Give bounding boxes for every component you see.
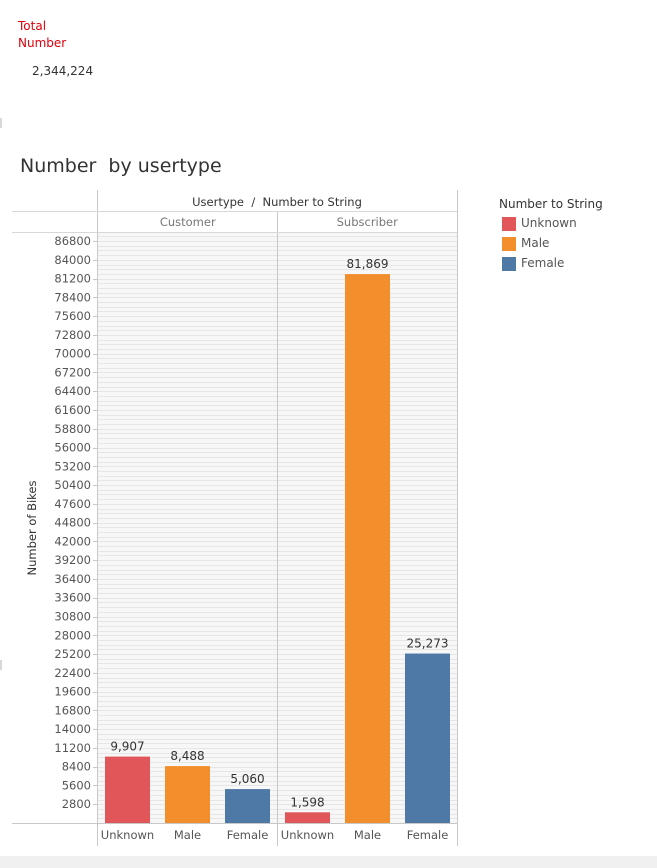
- y-tick-label: 11200: [54, 741, 91, 755]
- bar-subscriber-male: [345, 274, 390, 823]
- y-tick-label: 8400: [62, 760, 91, 774]
- bar-label-subscriber-unknown: 1,598: [290, 795, 324, 809]
- bottom-strip: [0, 856, 657, 868]
- y-tick-label: 39200: [54, 553, 91, 567]
- y-tick-label: 81200: [54, 272, 91, 286]
- kpi-label: Total Number: [18, 19, 67, 50]
- column-header: Usertype / Number to String: [192, 195, 362, 209]
- y-tick-label: 2800: [62, 797, 91, 811]
- y-tick-label: 56000: [54, 441, 91, 455]
- y-tick-label: 28000: [54, 628, 91, 642]
- legend-title: Number to String: [499, 197, 603, 211]
- group-header-subscriber: Subscriber: [337, 215, 399, 229]
- bar-customer-male: [165, 766, 210, 823]
- y-tick-label: 64400: [54, 384, 91, 398]
- x-tick-label: Male: [354, 828, 381, 842]
- kpi-value: 2,344,224: [32, 64, 94, 78]
- y-tick-label: 70000: [54, 347, 91, 361]
- y-tick-label: 14000: [54, 722, 91, 736]
- y-tick-label: 5600: [62, 778, 91, 792]
- bar-label-subscriber-female: 25,273: [407, 637, 449, 651]
- bar-subscriber-female: [405, 653, 450, 823]
- y-tick-label: 50400: [54, 478, 91, 492]
- legend-swatch-unknown: [502, 217, 516, 231]
- y-tick-label: 42000: [54, 534, 91, 548]
- y-tick-label: 86800: [54, 234, 91, 248]
- x-tick-label: Female: [407, 828, 449, 842]
- bar-customer-unknown: [105, 756, 150, 823]
- legend-label-unknown: Unknown: [521, 216, 577, 230]
- y-tick-label: 30800: [54, 610, 91, 624]
- y-tick-label: 22400: [54, 666, 91, 680]
- x-tick-label: Female: [227, 828, 269, 842]
- y-tick-label: 67200: [54, 365, 91, 379]
- y-tick-label: 72800: [54, 328, 91, 342]
- y-axis-label: Number of Bikes: [25, 480, 39, 575]
- y-tick-label: 36400: [54, 572, 91, 586]
- bar-label-subscriber-male: 81,869: [347, 257, 389, 271]
- y-tick-label: 25200: [54, 647, 91, 661]
- y-tick-label: 58800: [54, 422, 91, 436]
- bar-label-customer-male: 8,488: [170, 749, 204, 763]
- x-tick-label: Unknown: [101, 828, 154, 842]
- y-tick-label: 44800: [54, 516, 91, 530]
- x-tick-label: Unknown: [281, 828, 334, 842]
- y-tick-label: 53200: [54, 459, 91, 473]
- y-tick-label: 19600: [54, 685, 91, 699]
- bar-customer-female: [225, 789, 270, 823]
- bar-label-customer-unknown: 9,907: [110, 740, 144, 754]
- group-header-customer: Customer: [160, 215, 216, 229]
- legend-swatch-male: [502, 237, 516, 251]
- y-tick-label: 75600: [54, 309, 91, 323]
- x-tick-label: Male: [174, 828, 201, 842]
- bar-subscriber-unknown: [285, 812, 330, 823]
- y-tick-label: 33600: [54, 591, 91, 605]
- y-tick-label: 16800: [54, 703, 91, 717]
- chart-title: Number by usertype: [20, 155, 222, 177]
- y-tick-label: 61600: [54, 403, 91, 417]
- bar-label-customer-female: 5,060: [230, 772, 264, 786]
- left-edge-mark: [0, 660, 2, 670]
- legend-swatch-female: [502, 257, 516, 271]
- y-tick-label: 78400: [54, 290, 91, 304]
- left-edge-mark: [0, 118, 2, 128]
- legend-label-female: Female: [521, 256, 565, 270]
- y-tick-label: 47600: [54, 497, 91, 511]
- y-tick-label: 84000: [54, 253, 91, 267]
- legend-label-male: Male: [521, 236, 550, 250]
